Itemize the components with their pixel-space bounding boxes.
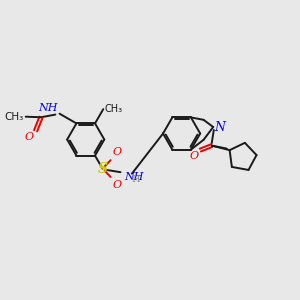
Text: O: O <box>113 180 122 190</box>
Text: O: O <box>190 151 199 161</box>
Text: CH₃: CH₃ <box>5 112 24 122</box>
Text: O: O <box>25 132 34 142</box>
Text: N: N <box>214 121 225 134</box>
Text: NH: NH <box>39 103 58 113</box>
Text: H: H <box>131 176 140 184</box>
Text: NH: NH <box>124 172 144 182</box>
Text: S: S <box>98 162 107 176</box>
Text: O: O <box>113 148 122 158</box>
Text: CH₃: CH₃ <box>104 104 123 114</box>
